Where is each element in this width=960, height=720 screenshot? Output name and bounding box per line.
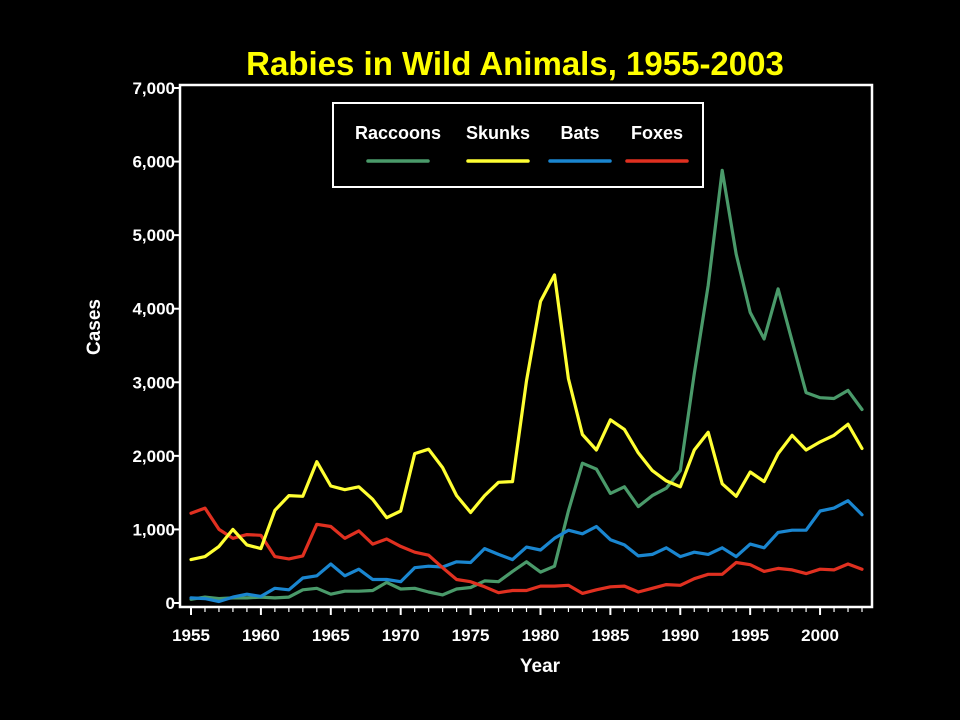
y-axis-label: Cases — [84, 299, 105, 355]
x-tick-label: 1975 — [452, 626, 490, 645]
x-tick-label: 1995 — [731, 626, 769, 645]
series-line-skunks — [189, 273, 864, 562]
x-tick-label: 1960 — [242, 626, 280, 645]
y-tick-label: 4,000 — [132, 300, 175, 319]
y-tick-label: 0 — [166, 594, 175, 613]
y-tick-label: 2,000 — [132, 447, 175, 466]
x-tick-label: 1965 — [312, 626, 350, 645]
x-tick-label: 1980 — [522, 626, 560, 645]
x-axis-label: Year — [520, 656, 561, 677]
x-tick-label: 1955 — [172, 626, 210, 645]
series-line-bats — [189, 499, 864, 604]
legend: Raccoons Skunks Bats Foxes — [332, 102, 704, 188]
legend-box — [332, 102, 704, 188]
chart-title: Rabies in Wild Animals, 1955-2003 — [246, 45, 784, 82]
legend-label-raccoons: Raccoons — [355, 123, 441, 143]
legend-label-skunks: Skunks — [466, 123, 530, 143]
plot-area: 0 1,000 2,000 3,000 4,000 5,000 6,000 7,000 1955… — [132, 79, 874, 645]
y-tick-label: 1,000 — [132, 520, 175, 539]
x-tick-label: 1990 — [661, 626, 699, 645]
y-tick-label: 5,000 — [132, 226, 175, 245]
x-tick-label: 1970 — [382, 626, 420, 645]
legend-label-bats: Bats — [560, 123, 599, 143]
y-tick-label: 3,000 — [132, 373, 175, 392]
x-tick-label: 2000 — [801, 626, 839, 645]
y-tick-label: 7,000 — [132, 79, 175, 98]
x-tick-label: 1985 — [591, 626, 629, 645]
y-tick-label: 6,000 — [132, 153, 175, 172]
legend-label-foxes: Foxes — [631, 123, 683, 143]
series-line-foxes — [189, 506, 864, 596]
series-line-raccoons — [189, 168, 864, 601]
